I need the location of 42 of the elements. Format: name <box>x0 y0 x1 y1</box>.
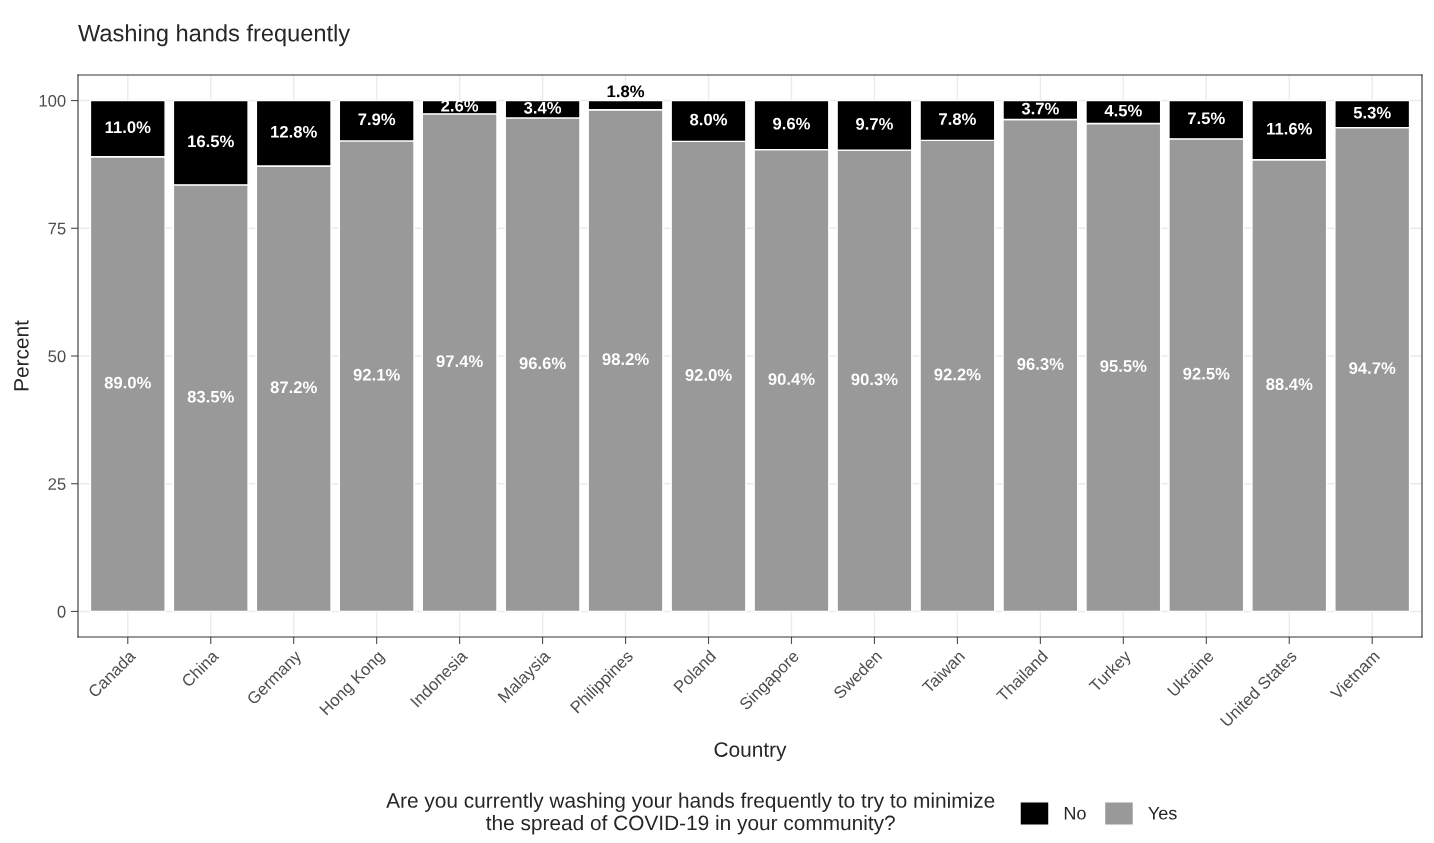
data-label: 90.3% <box>851 373 898 386</box>
data-label: 96.6% <box>519 357 566 370</box>
data-label: 9.6% <box>773 117 811 130</box>
data-label: 83.5% <box>187 390 234 403</box>
data-label: 89.0% <box>104 376 151 389</box>
data-label: 96.3% <box>1017 358 1064 370</box>
y-tick-label: 25 <box>48 478 66 490</box>
legend-title: Are you currently washing your hands frequently to try to minimize the spread of COVID-19 in your community? <box>386 792 995 835</box>
y-axis-title: Percent <box>14 320 29 391</box>
data-label: 95.5% <box>1100 360 1147 372</box>
chart-title: Washing hands frequently <box>78 24 351 47</box>
data-label: 92.2% <box>934 368 981 381</box>
data-label: 1.8% <box>607 85 645 98</box>
data-label: 12.8% <box>271 125 317 138</box>
data-label: 4.5% <box>1104 104 1142 117</box>
data-label: 92.1% <box>353 368 400 381</box>
data-label: 94.7% <box>1349 362 1396 375</box>
legend-label: No <box>1064 806 1086 820</box>
y-tick-label: 50 <box>48 350 66 363</box>
data-label: 92.5% <box>1183 367 1230 380</box>
data-label: 92.0% <box>685 369 732 381</box>
data-label: 5.3% <box>1353 106 1391 119</box>
y-tick-label: 0 <box>57 605 66 618</box>
data-label: 97.4% <box>436 355 483 368</box>
data-label: 7.8% <box>939 113 976 125</box>
data-label: 8.0% <box>690 113 728 126</box>
x-axis-title: Country <box>714 742 787 762</box>
data-label: 98.2% <box>602 353 649 366</box>
data-label: 9.7% <box>856 118 893 130</box>
data-label: 7.9% <box>358 113 396 126</box>
data-label: 11.0% <box>105 121 151 134</box>
data-label: 88.4% <box>1266 378 1313 391</box>
data-label: 7.5% <box>1188 112 1225 125</box>
y-tick-label: 100 <box>39 94 66 107</box>
data-label: 3.7% <box>1021 102 1059 115</box>
data-label: 16.5% <box>188 135 234 148</box>
data-label: 87.2% <box>270 381 317 394</box>
data-label: 11.6% <box>1267 122 1312 135</box>
y-tick-label: 75 <box>48 222 66 235</box>
legend-label: Yes <box>1148 806 1177 820</box>
data-label: 90.4% <box>768 373 815 385</box>
data-label: 3.4% <box>523 101 562 114</box>
